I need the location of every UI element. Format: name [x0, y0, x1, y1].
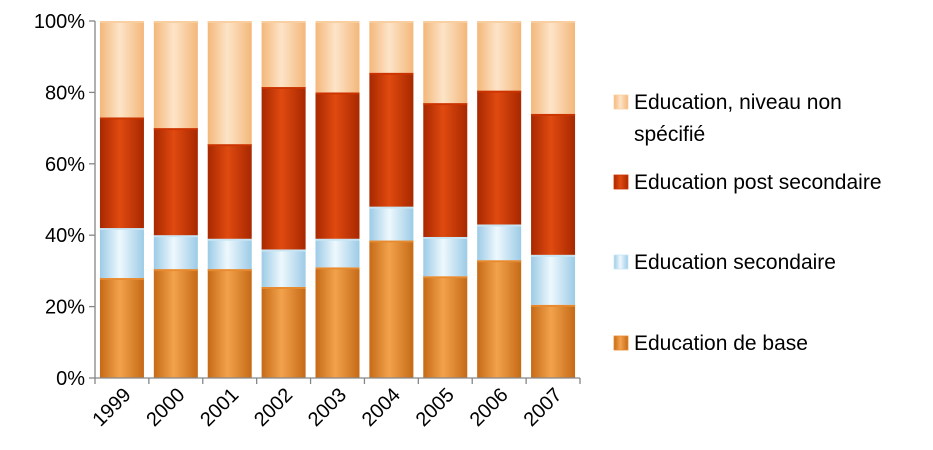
bars [99, 21, 576, 378]
bar-education-post-secondaire-2001 [207, 144, 252, 239]
bar-education-post-secondaire-2006 [477, 90, 522, 225]
bar-education-secondaire-2003 [315, 238, 360, 268]
x-tick-label: 2006 [466, 384, 513, 431]
bar-education-secondaire-2001 [207, 238, 252, 270]
x-tick-label: 2007 [520, 384, 567, 431]
bar-education-niveau-non-specifie-2003 [315, 21, 360, 93]
bar-education-niveau-non-specifie-2004 [369, 21, 414, 73]
legend-item-education-de-base: Education de base [613, 332, 808, 355]
x-tick-label: 2003 [304, 384, 351, 431]
bar-education-secondaire-1999 [99, 228, 144, 279]
y-tick-label: 40% [45, 225, 85, 247]
bar-education-de-base-2005 [423, 276, 468, 378]
bar-education-secondaire-2007 [531, 254, 576, 305]
bar-education-post-secondaire-2003 [315, 92, 360, 239]
legend-swatch [613, 254, 629, 270]
legend-label: Education secondaire [634, 251, 836, 274]
bar-education-post-secondaire-2007 [531, 113, 576, 255]
bar-education-niveau-non-specifie-2000 [153, 21, 198, 129]
bar-education-secondaire-2000 [153, 235, 198, 270]
legend-swatch [613, 335, 629, 351]
x-tick-label: 1999 [88, 384, 135, 431]
y-tick-label: 60% [45, 154, 85, 176]
bar-education-de-base-2003 [315, 267, 360, 378]
legend-label: Education de base [634, 332, 808, 355]
legend-item-education-secondaire: Education secondaire [613, 251, 836, 274]
x-tick-label: 2002 [250, 384, 297, 431]
bar-education-secondaire-2005 [423, 236, 468, 277]
y-axis: 0% 20% 40% 60% 80% 100% [34, 11, 96, 390]
bar-education-de-base-2001 [207, 269, 252, 378]
y-tick-label: 80% [45, 82, 85, 104]
y-tick-label: 100% [34, 11, 85, 33]
legend-swatch [613, 174, 629, 190]
bar-education-niveau-non-specifie-2002 [261, 21, 306, 88]
bar-education-post-secondaire-2002 [261, 87, 306, 250]
x-tick-label: 2004 [358, 384, 405, 431]
bar-education-niveau-non-specifie-2007 [531, 21, 576, 114]
bar-education-niveau-non-specifie-1999 [99, 21, 144, 118]
bar-education-niveau-non-specifie-2005 [423, 21, 468, 104]
legend-item-education-niveau-non-specifie: Education, niveau non spécifié [613, 91, 842, 146]
bar-education-post-secondaire-2000 [153, 128, 198, 236]
x-tick-label: 2005 [412, 384, 459, 431]
bar-education-secondaire-2002 [261, 249, 306, 287]
bar-education-niveau-non-specifie-2006 [477, 21, 522, 91]
x-tick-label: 2001 [196, 384, 243, 431]
legend-label: Education, niveau non [634, 91, 842, 114]
y-tick-label: 0% [56, 368, 85, 390]
legend-swatch [613, 94, 629, 110]
bar-education-secondaire-2006 [477, 224, 522, 261]
legend-item-education-post-secondaire: Education post secondaire [613, 171, 882, 194]
x-tick-label: 2000 [142, 384, 189, 431]
legend-label: spécifié [634, 123, 705, 146]
bar-education-de-base-2000 [153, 269, 198, 378]
bar-education-niveau-non-specifie-2001 [207, 21, 252, 145]
y-tick-label: 20% [45, 297, 85, 319]
legend-label: Education post secondaire [634, 171, 882, 194]
bar-education-secondaire-2004 [369, 206, 414, 241]
bar-education-de-base-2002 [261, 286, 306, 378]
bar-education-post-secondaire-2005 [423, 103, 468, 237]
bar-education-de-base-1999 [99, 278, 144, 378]
legend: Education, niveau non spécifié Education p… [613, 91, 882, 355]
bar-education-de-base-2006 [477, 260, 522, 378]
bar-education-de-base-2004 [369, 240, 414, 378]
x-axis: 1999 2000 2001 2002 2003 2004 2005 2006 2007 [88, 377, 581, 431]
bar-education-post-secondaire-1999 [99, 117, 144, 229]
bar-education-post-secondaire-2004 [369, 72, 414, 207]
bar-education-de-base-2007 [531, 304, 576, 378]
